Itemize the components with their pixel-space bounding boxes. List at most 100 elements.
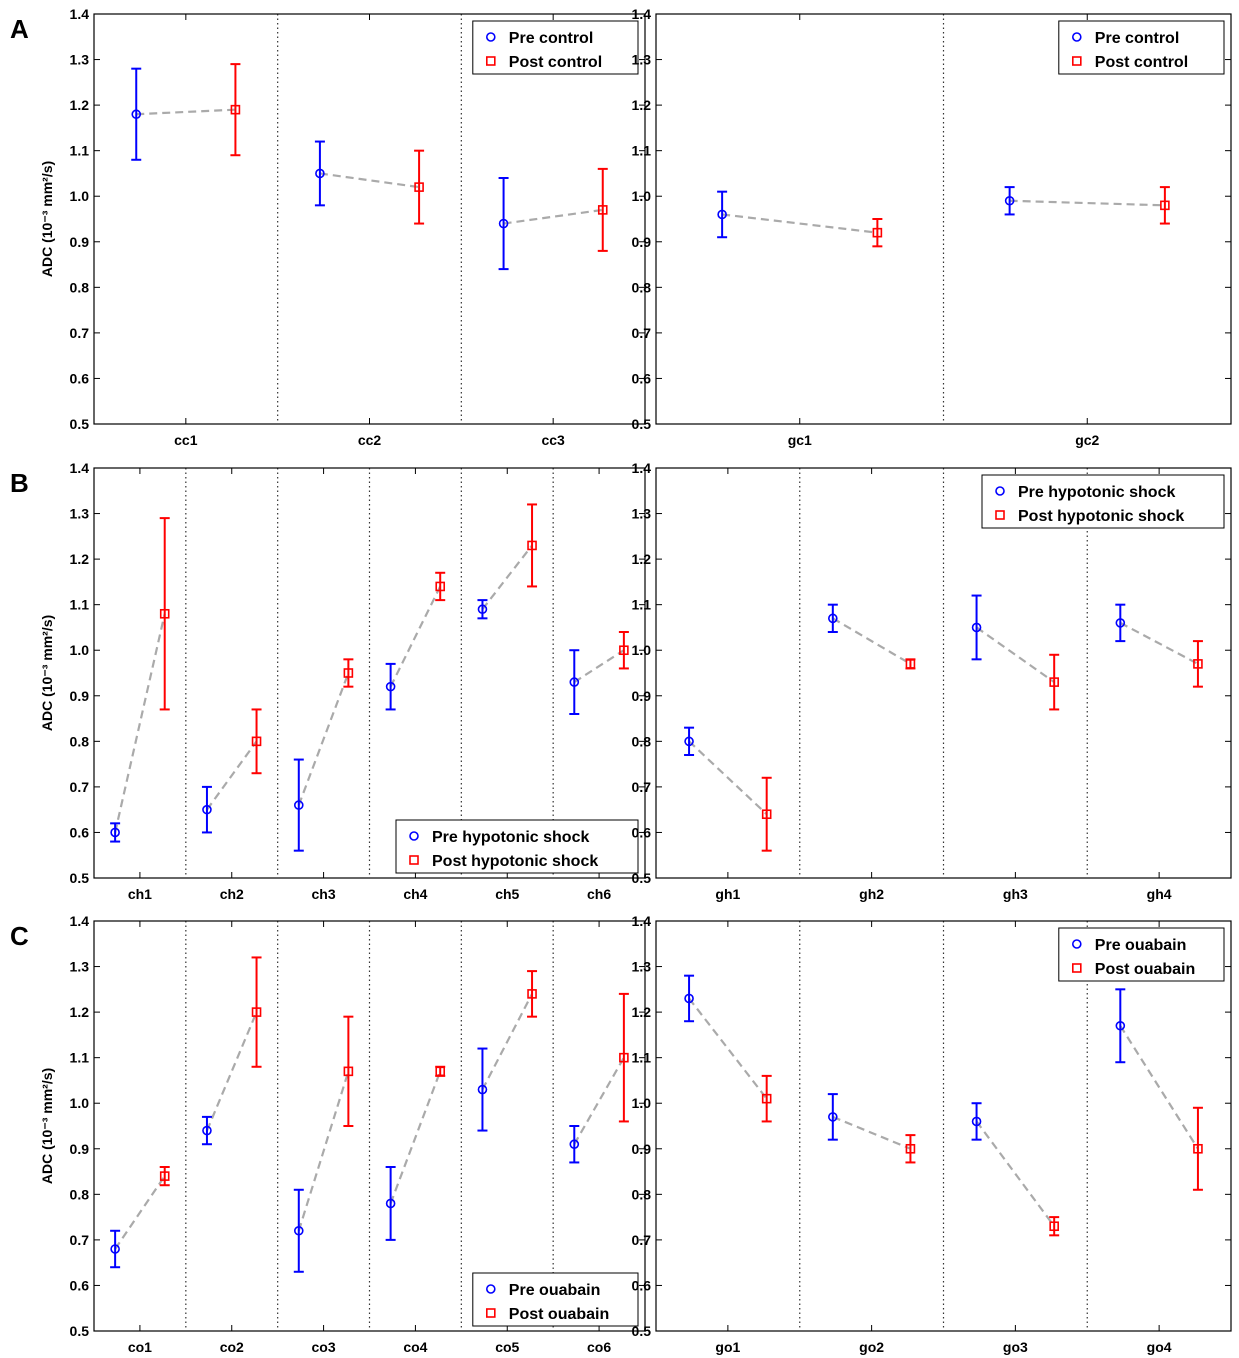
axes-frame bbox=[93, 467, 646, 879]
axes-frame bbox=[655, 13, 1232, 425]
legend: Pre hypotonic shock Post hypotonic shock bbox=[981, 474, 1225, 529]
y-tick-label: 0.8 bbox=[632, 1186, 652, 1202]
axes-frame bbox=[655, 920, 1232, 1332]
y-tick-label: 1.2 bbox=[70, 97, 90, 113]
legend-pre-label: Pre hypotonic shock bbox=[1018, 484, 1175, 501]
legend-post-label: Post hypotonic shock bbox=[1018, 508, 1184, 525]
pre-data-point bbox=[971, 1116, 982, 1127]
post-data-point bbox=[872, 227, 883, 238]
connector-line bbox=[319, 172, 420, 189]
chart-panel-3: 0.5 0.6 0.7 0.8 0.9 1.0 1.1 1.2 1.3 1.4 ch1 ch2 ch3 c… bbox=[10, 460, 646, 902]
pre-data-point bbox=[110, 827, 120, 838]
chart-panel-1: 0.5 0.6 0.7 0.8 0.9 1.0 1.1 1.2 1.3 1.4 cc1 cc2 cc3 A… bbox=[10, 6, 646, 448]
connector-line bbox=[503, 208, 603, 225]
y-tick-label: 1.0 bbox=[70, 188, 90, 204]
pre-data-point bbox=[569, 677, 580, 687]
x-tick-label: co5 bbox=[495, 1339, 519, 1355]
pre-data-point bbox=[202, 804, 212, 815]
y-tick-label: 1.4 bbox=[632, 913, 652, 929]
legend-box bbox=[472, 20, 639, 75]
y-axis-label: ADC (10⁻³ mm²/s) bbox=[39, 161, 55, 277]
y-tick-label: 0.9 bbox=[70, 234, 90, 250]
post-data-point bbox=[1193, 659, 1203, 669]
pre-data-point bbox=[477, 1084, 488, 1095]
y-tick-label: 1.2 bbox=[70, 1004, 90, 1020]
connector-line bbox=[114, 613, 166, 833]
connector-line bbox=[832, 1115, 911, 1150]
legend: Pre ouabain Post ouabain bbox=[472, 1272, 639, 1327]
pre-data-point bbox=[569, 1139, 580, 1150]
x-tick-label: ch4 bbox=[403, 886, 427, 902]
y-tick-label: 1.0 bbox=[632, 1095, 652, 1111]
connector-line bbox=[114, 1175, 166, 1250]
legend-pre-label: Pre ouabain bbox=[1095, 937, 1187, 954]
y-tick-label: 0.7 bbox=[70, 1232, 90, 1248]
connector-line bbox=[721, 213, 878, 234]
x-tick-label: gh3 bbox=[1003, 886, 1028, 902]
post-data-point bbox=[1049, 1221, 1059, 1232]
pre-data-point bbox=[315, 168, 325, 179]
legend-pre-label: Pre hypotonic shock bbox=[432, 829, 589, 846]
y-tick-label: 1.0 bbox=[632, 642, 652, 658]
y-tick-label: 0.6 bbox=[70, 824, 90, 840]
legend-post-marker bbox=[485, 56, 496, 66]
legend-pre-label: Pre ouabain bbox=[509, 1282, 601, 1299]
y-tick-label: 0.7 bbox=[70, 325, 90, 341]
connector-line bbox=[975, 1120, 1056, 1227]
pre-data-point bbox=[684, 736, 694, 747]
pre-data-point bbox=[477, 604, 488, 615]
x-tick-label: go4 bbox=[1147, 1339, 1172, 1355]
y-tick-label: 1.4 bbox=[632, 460, 652, 476]
x-tick-label: co6 bbox=[587, 1339, 611, 1355]
y-tick-label: 1.4 bbox=[632, 6, 652, 22]
post-data-point bbox=[527, 989, 537, 999]
legend-box bbox=[395, 819, 639, 874]
x-tick-label: go2 bbox=[859, 1339, 884, 1355]
y-tick-label: 0.5 bbox=[70, 1323, 90, 1339]
connector-line bbox=[481, 544, 533, 610]
pre-data-point bbox=[385, 681, 396, 692]
x-tick-label: gh2 bbox=[859, 886, 884, 902]
y-tick-label: 1.1 bbox=[632, 143, 652, 159]
y-tick-label: 0.8 bbox=[632, 733, 652, 749]
legend-pre-marker bbox=[995, 486, 1005, 496]
legend-post-marker bbox=[485, 1308, 496, 1318]
legend: Pre ouabain Post ouabain bbox=[1058, 927, 1225, 982]
y-tick-label: 0.5 bbox=[70, 416, 90, 432]
connector-line bbox=[688, 997, 768, 1100]
panel-label: B bbox=[10, 468, 29, 498]
x-tick-label: go3 bbox=[1003, 1339, 1028, 1355]
y-tick-label: 0.9 bbox=[632, 1141, 652, 1157]
pre-data-point bbox=[971, 622, 982, 633]
legend-post-marker bbox=[1072, 963, 1082, 973]
pre-data-point bbox=[684, 993, 694, 1004]
connector-line bbox=[832, 617, 911, 665]
y-tick-label: 1.3 bbox=[70, 959, 90, 975]
legend-pre-label: Pre control bbox=[509, 30, 593, 47]
y-tick-label: 1.3 bbox=[632, 959, 652, 975]
y-axis-label: ADC (10⁻³ mm²/s) bbox=[39, 615, 55, 731]
y-tick-label: 1.0 bbox=[632, 188, 652, 204]
y-tick-label: 1.2 bbox=[632, 97, 652, 113]
axes-frame bbox=[93, 13, 646, 425]
chart-panel-5: 0.5 0.6 0.7 0.8 0.9 1.0 1.1 1.2 1.3 1.4 co1 co2 co3 c… bbox=[10, 913, 646, 1355]
x-tick-label: ch3 bbox=[312, 886, 336, 902]
legend-box bbox=[1058, 20, 1225, 75]
connector-line bbox=[1119, 621, 1199, 665]
connector-line bbox=[389, 585, 442, 688]
x-tick-label: gh1 bbox=[715, 886, 740, 902]
pre-data-point bbox=[202, 1125, 212, 1136]
post-data-point bbox=[251, 1007, 262, 1017]
connector-line bbox=[297, 1071, 350, 1232]
legend-box bbox=[472, 1272, 639, 1327]
legend-box bbox=[981, 474, 1225, 529]
axes-frame bbox=[93, 920, 646, 1332]
y-tick-label: 0.9 bbox=[70, 1141, 90, 1157]
legend-pre-marker bbox=[1072, 32, 1082, 42]
y-tick-label: 1.0 bbox=[70, 642, 90, 658]
connector-line bbox=[389, 1070, 442, 1204]
post-data-point bbox=[230, 104, 241, 115]
y-tick-label: 0.8 bbox=[70, 1186, 90, 1202]
y-tick-label: 0.6 bbox=[632, 1277, 652, 1293]
connector-line bbox=[206, 740, 258, 811]
